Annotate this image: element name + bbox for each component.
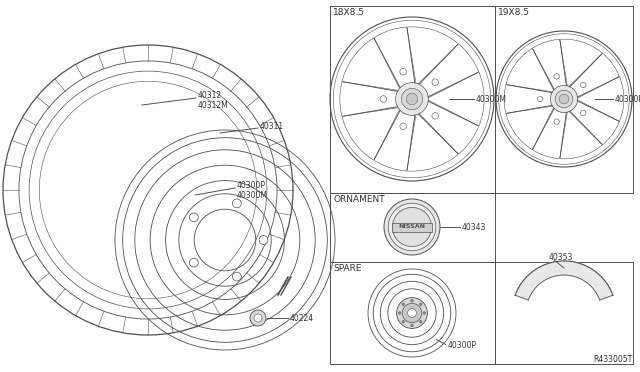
Text: 40312
40312M: 40312 40312M: [198, 91, 228, 110]
Circle shape: [411, 324, 413, 327]
Text: 40224: 40224: [290, 314, 314, 323]
Text: ORNAMENT: ORNAMENT: [333, 195, 385, 204]
Bar: [330, 262, 495, 364]
Bar: [495, 262, 633, 364]
Circle shape: [419, 303, 422, 306]
Circle shape: [250, 310, 266, 326]
Circle shape: [554, 74, 559, 79]
Circle shape: [384, 199, 440, 255]
Circle shape: [432, 113, 438, 119]
Text: 40343: 40343: [462, 223, 486, 232]
Circle shape: [423, 312, 426, 314]
Circle shape: [538, 96, 543, 102]
Bar: [392, 222, 431, 231]
Circle shape: [402, 303, 404, 306]
Circle shape: [380, 96, 387, 102]
Circle shape: [432, 79, 438, 86]
Circle shape: [406, 93, 418, 105]
Circle shape: [232, 199, 241, 208]
Bar: [330, 6, 495, 193]
Bar: [495, 6, 633, 193]
Circle shape: [419, 320, 422, 323]
Text: SPARE: SPARE: [333, 264, 362, 273]
Circle shape: [388, 203, 436, 251]
Circle shape: [400, 123, 406, 129]
Text: 40311: 40311: [260, 122, 284, 131]
Bar: [330, 193, 495, 262]
Circle shape: [580, 110, 586, 116]
Circle shape: [397, 298, 428, 328]
Circle shape: [402, 320, 404, 323]
Text: 40300P: 40300P: [447, 341, 477, 350]
Circle shape: [398, 312, 401, 314]
Circle shape: [189, 213, 198, 222]
Text: 40300P
40300M: 40300P 40300M: [237, 181, 268, 201]
Circle shape: [550, 86, 578, 113]
Text: 40300M: 40300M: [476, 95, 507, 104]
Text: 40300M: 40300M: [614, 95, 640, 104]
Circle shape: [559, 94, 569, 104]
Circle shape: [411, 299, 413, 302]
Text: 18X8.5: 18X8.5: [333, 8, 365, 17]
Circle shape: [232, 272, 241, 281]
Circle shape: [580, 82, 586, 88]
Circle shape: [403, 303, 422, 323]
Circle shape: [555, 90, 573, 108]
Circle shape: [408, 309, 417, 317]
Text: R433005T: R433005T: [593, 355, 632, 364]
Polygon shape: [515, 261, 613, 300]
Circle shape: [254, 314, 262, 322]
Circle shape: [400, 68, 406, 75]
Circle shape: [401, 88, 422, 110]
Circle shape: [189, 258, 198, 267]
Text: 19X8.5: 19X8.5: [498, 8, 530, 17]
Circle shape: [392, 208, 431, 247]
Circle shape: [259, 235, 268, 244]
Text: 40353: 40353: [549, 253, 573, 262]
Text: NISSAN: NISSAN: [399, 224, 426, 230]
Circle shape: [554, 119, 559, 124]
Circle shape: [396, 83, 428, 115]
